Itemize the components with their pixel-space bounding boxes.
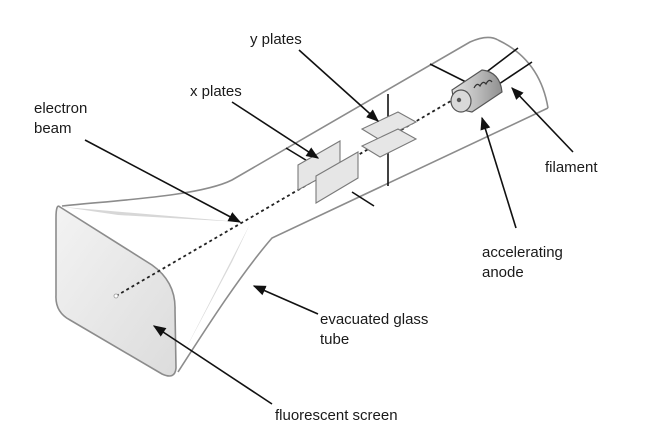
y-plate-bottom bbox=[360, 128, 418, 158]
arrow-fluorescent-screen bbox=[152, 325, 273, 405]
label-x-plates: x plates bbox=[190, 83, 242, 100]
label-fluorescent-screen: fluorescent screen bbox=[275, 407, 398, 424]
label-evacuated-glass-tube-line2: tube bbox=[320, 331, 349, 348]
arrow-filament bbox=[511, 87, 574, 153]
filament-wire-top bbox=[429, 63, 471, 85]
arrow-y-plates bbox=[298, 49, 379, 122]
arrow-electron-beam bbox=[84, 139, 242, 223]
label-filament: filament bbox=[545, 159, 598, 176]
x-plates-wire-right bbox=[351, 191, 375, 207]
accelerating-anode-face bbox=[450, 89, 472, 113]
filament-coil bbox=[473, 79, 493, 89]
glass-tube-end-cap bbox=[497, 39, 549, 109]
glass-shading-lower bbox=[182, 224, 250, 356]
label-accelerating-anode-line2: anode bbox=[482, 264, 524, 281]
beam-spot bbox=[113, 293, 119, 299]
x-plate-front bbox=[315, 151, 359, 204]
arrow-accelerating-anode bbox=[480, 116, 517, 229]
arrow-evacuated-glass-tube bbox=[252, 285, 319, 315]
label-electron-beam-line1: electron bbox=[34, 100, 87, 117]
label-electron-beam-line2: beam bbox=[34, 120, 72, 137]
arrow-x-plates bbox=[231, 101, 320, 159]
glass-tube-outline-top bbox=[61, 36, 499, 207]
fluorescent-screen-face bbox=[55, 205, 177, 377]
glass-tube-outline-bottom bbox=[177, 107, 549, 373]
label-evacuated-glass-tube-line1: evacuated glass bbox=[320, 311, 428, 328]
label-y-plates: y plates bbox=[250, 31, 302, 48]
glass-shading-upper bbox=[64, 207, 240, 222]
label-accelerating-anode-line1: accelerating bbox=[482, 244, 563, 261]
y-plate-top bbox=[360, 111, 418, 141]
anode-aperture bbox=[456, 97, 462, 103]
